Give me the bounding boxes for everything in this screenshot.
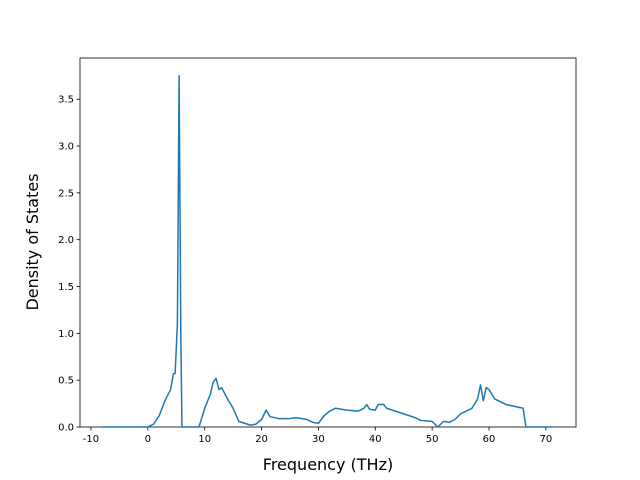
x-tick-label: 0	[145, 434, 151, 445]
y-tick-label: 3.0	[58, 142, 74, 153]
plot-frame	[79, 57, 577, 428]
x-tick-label: 50	[426, 434, 439, 445]
x-axis-label: Frequency (THz)	[263, 455, 393, 474]
y-tick-label: 0.5	[58, 376, 74, 387]
y-tick-label: 1.5	[58, 282, 74, 293]
y-tick-label: 2.0	[58, 235, 74, 246]
x-tick-label: 60	[483, 434, 496, 445]
y-tick-label: 2.5	[58, 188, 74, 199]
x-tick-label: 70	[539, 434, 552, 445]
x-tick-label: 20	[255, 434, 268, 445]
x-tick-label: -10	[83, 434, 99, 445]
data-line	[102, 75, 553, 428]
y-tick-label: 1.0	[58, 329, 74, 340]
x-tick-label: 40	[369, 434, 382, 445]
y-tick-label: 3.5	[58, 95, 74, 106]
x-tick-label: 10	[198, 434, 211, 445]
x-tick-label: 30	[312, 434, 325, 445]
y-axis-label: Density of States	[23, 173, 42, 310]
y-tick-label: 0.0	[58, 423, 74, 434]
